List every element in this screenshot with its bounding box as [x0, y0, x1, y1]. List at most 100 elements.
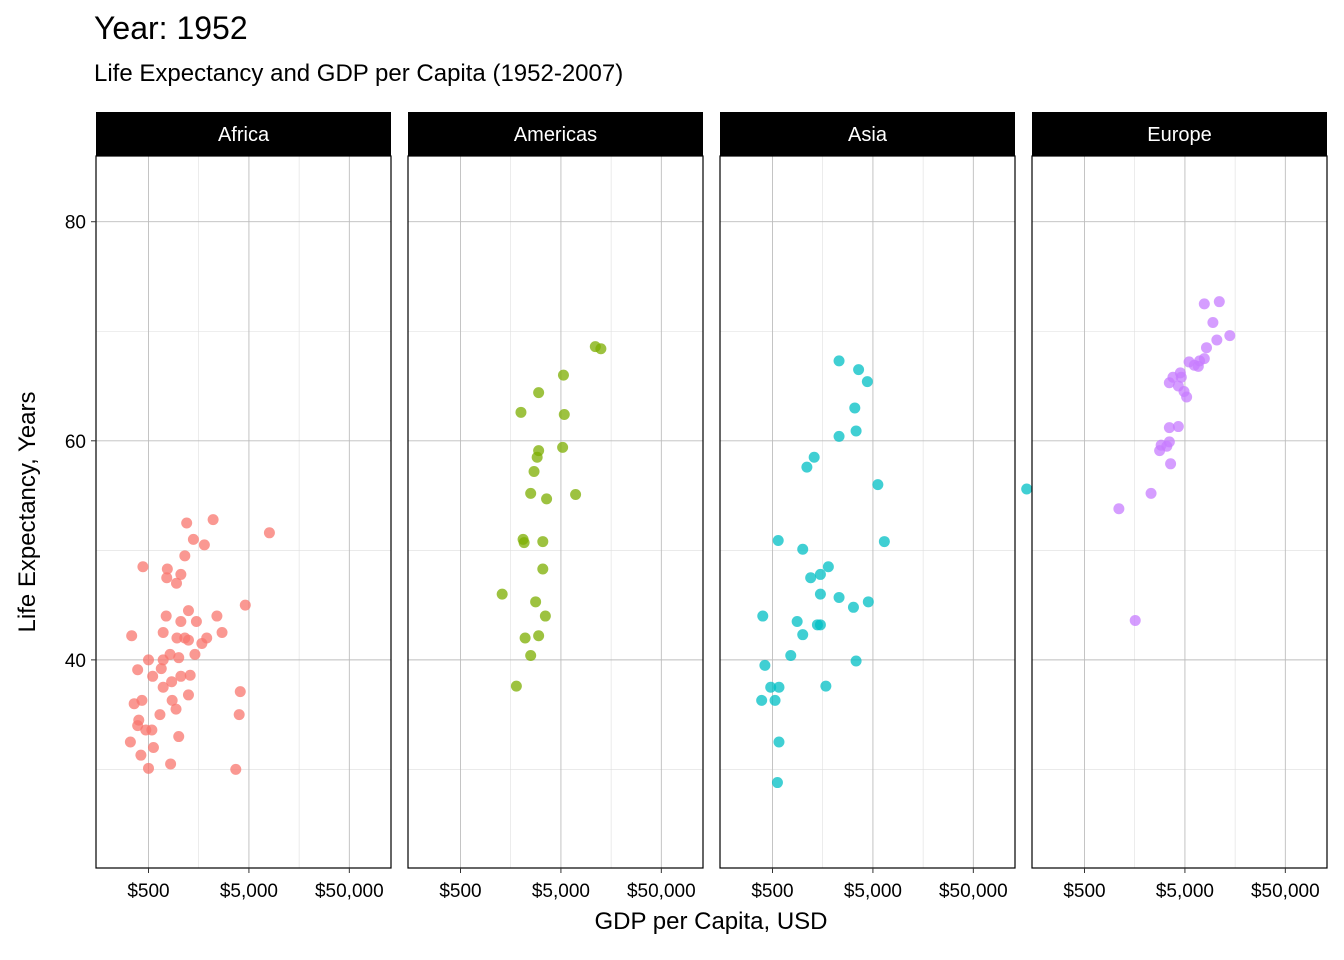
data-point	[773, 736, 785, 748]
data-point	[537, 563, 549, 575]
data-point	[557, 369, 569, 381]
data-point	[570, 488, 582, 500]
panel-border-europe	[1031, 155, 1328, 869]
data-point	[1200, 342, 1212, 354]
data-point	[135, 749, 147, 761]
data-point	[849, 402, 861, 414]
data-point	[533, 630, 545, 642]
data-point	[166, 676, 178, 688]
data-point	[820, 680, 832, 692]
data-point	[154, 709, 166, 721]
x-tick-label: $5,000	[532, 881, 590, 902]
data-point	[196, 637, 208, 649]
data-point	[530, 596, 542, 608]
data-point	[146, 724, 158, 736]
chart-subtitle: Life Expectancy and GDP per Capita (1952…	[94, 60, 624, 87]
data-point	[160, 610, 172, 622]
x-tick-label: $500	[751, 881, 793, 902]
data-point	[772, 534, 784, 546]
data-point	[198, 539, 210, 551]
strip-label-africa: Africa	[218, 124, 270, 146]
data-point	[165, 758, 177, 770]
data-point	[797, 629, 809, 641]
data-point	[833, 591, 845, 603]
data-point	[525, 649, 537, 661]
x-tick-label: $5,000	[1156, 881, 1214, 902]
data-point	[147, 742, 159, 754]
data-point	[1207, 316, 1219, 328]
data-point	[525, 487, 537, 499]
data-point	[847, 601, 859, 613]
data-point	[133, 714, 145, 726]
data-point	[170, 577, 182, 589]
data-point	[137, 561, 149, 573]
data-point	[759, 659, 771, 671]
data-point	[1174, 367, 1186, 379]
data-point	[496, 588, 508, 600]
data-point	[805, 572, 817, 584]
x-axis-title: GDP per Capita, USD	[594, 908, 828, 935]
strip-asia	[720, 112, 1015, 156]
data-point	[182, 689, 194, 701]
data-point	[539, 610, 551, 622]
data-point	[147, 670, 159, 682]
data-point	[757, 610, 769, 622]
data-point	[541, 493, 553, 505]
strip-label-americas: Americas	[514, 124, 597, 146]
data-point	[515, 406, 527, 418]
data-point	[1021, 483, 1033, 495]
data-point	[143, 654, 155, 666]
data-point	[797, 543, 809, 555]
data-point	[187, 533, 199, 545]
data-point	[1198, 298, 1210, 310]
data-point	[175, 568, 187, 580]
data-point	[822, 561, 834, 573]
data-point	[765, 681, 777, 693]
panel-border-africa	[95, 155, 392, 869]
data-point	[161, 563, 173, 575]
y-tick-label: 80	[65, 213, 86, 234]
data-point	[814, 588, 826, 600]
data-point	[785, 649, 797, 661]
data-point	[190, 616, 202, 628]
data-point	[171, 632, 183, 644]
data-point	[853, 364, 865, 376]
data-point	[833, 355, 845, 367]
data-point	[143, 762, 155, 774]
panel-border-americas	[407, 155, 704, 869]
data-point	[207, 514, 219, 526]
data-point	[211, 610, 223, 622]
data-point	[136, 694, 148, 706]
data-point	[557, 441, 569, 453]
strip-label-asia: Asia	[848, 124, 888, 146]
data-point	[239, 599, 251, 611]
data-point	[126, 630, 138, 642]
data-point	[861, 376, 873, 388]
x-tick-label: $50,000	[939, 881, 1008, 902]
data-point	[263, 527, 275, 539]
data-point	[1172, 421, 1184, 433]
data-point	[179, 550, 191, 562]
data-point	[216, 626, 228, 638]
data-point	[808, 451, 820, 463]
data-point	[1198, 353, 1210, 365]
data-point	[771, 777, 783, 789]
strip-label-europe: Europe	[1147, 124, 1212, 146]
chart-title: Year: 1952	[94, 10, 248, 46]
data-point	[801, 461, 813, 473]
data-point	[833, 430, 845, 442]
x-tick-label: $50,000	[627, 881, 696, 902]
data-point	[1163, 422, 1175, 434]
data-point	[175, 616, 187, 628]
data-point	[1224, 330, 1236, 342]
data-point	[756, 694, 768, 706]
y-tick-label: 40	[65, 651, 86, 672]
data-point	[161, 572, 173, 584]
data-point	[510, 680, 522, 692]
data-point	[533, 445, 545, 457]
data-point	[175, 670, 187, 682]
data-point	[164, 648, 176, 660]
data-point	[181, 517, 193, 529]
strip-africa	[96, 112, 391, 156]
x-tick-label: $5,000	[844, 881, 902, 902]
